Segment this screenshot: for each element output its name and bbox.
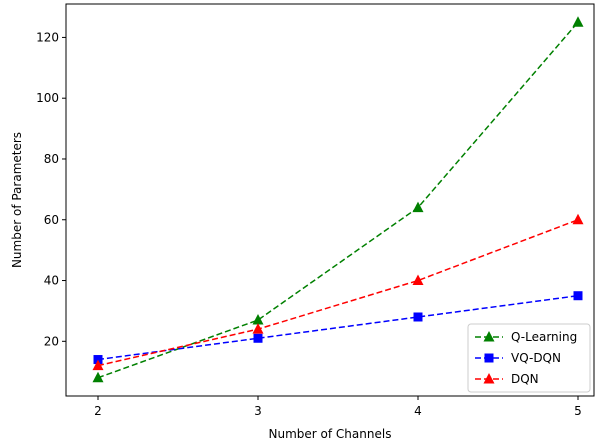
legend-marker [483,331,495,342]
data-point [572,213,584,225]
x-tick-label: 2 [94,404,102,418]
data-point [92,359,104,371]
x-axis-ticks: 2 3 4 5 [94,396,582,418]
data-point [252,314,264,325]
series-layer [92,16,584,383]
series-vq-dqn [93,291,583,365]
series-dqn [92,213,584,371]
legend-marker [483,373,495,384]
data-point [412,201,424,213]
y-axis-ticks: 20 40 60 80 100 120 [36,30,66,348]
legend-marker [484,353,494,363]
series-q-learning [92,16,584,383]
x-axis-label: Number of Channels [269,427,392,441]
legend: Q-Learning VQ-DQN DQN [467,323,591,393]
x-tick-label: 3 [254,404,262,418]
legend-item: DQN [475,372,539,386]
legend-box [467,323,591,393]
y-tick-label: 60 [44,213,59,227]
plot-frame [65,3,595,397]
data-point [572,16,584,27]
y-tick-label: 80 [44,152,59,166]
series-line [97,21,579,379]
legend-label: VQ-DQN [511,351,561,365]
y-tick-label: 40 [44,274,59,288]
series-line [97,219,579,367]
legend-item: VQ-DQN [475,351,561,365]
y-tick-label: 120 [36,30,59,44]
data-point [253,333,263,343]
y-tick-label: 100 [36,91,59,105]
data-point [92,371,104,383]
legend-item: Q-Learning [475,330,577,344]
x-tick-label: 5 [574,404,582,418]
y-axis-label: Number of Parameters [10,132,24,268]
x-tick-label: 4 [414,404,422,418]
data-point [252,323,264,334]
data-point [413,312,423,322]
y-tick-label: 20 [44,334,59,348]
data-point [412,274,424,286]
legend-label: DQN [511,372,539,386]
data-point [93,355,103,365]
legend-label: Q-Learning [511,330,577,344]
data-point [573,291,583,301]
